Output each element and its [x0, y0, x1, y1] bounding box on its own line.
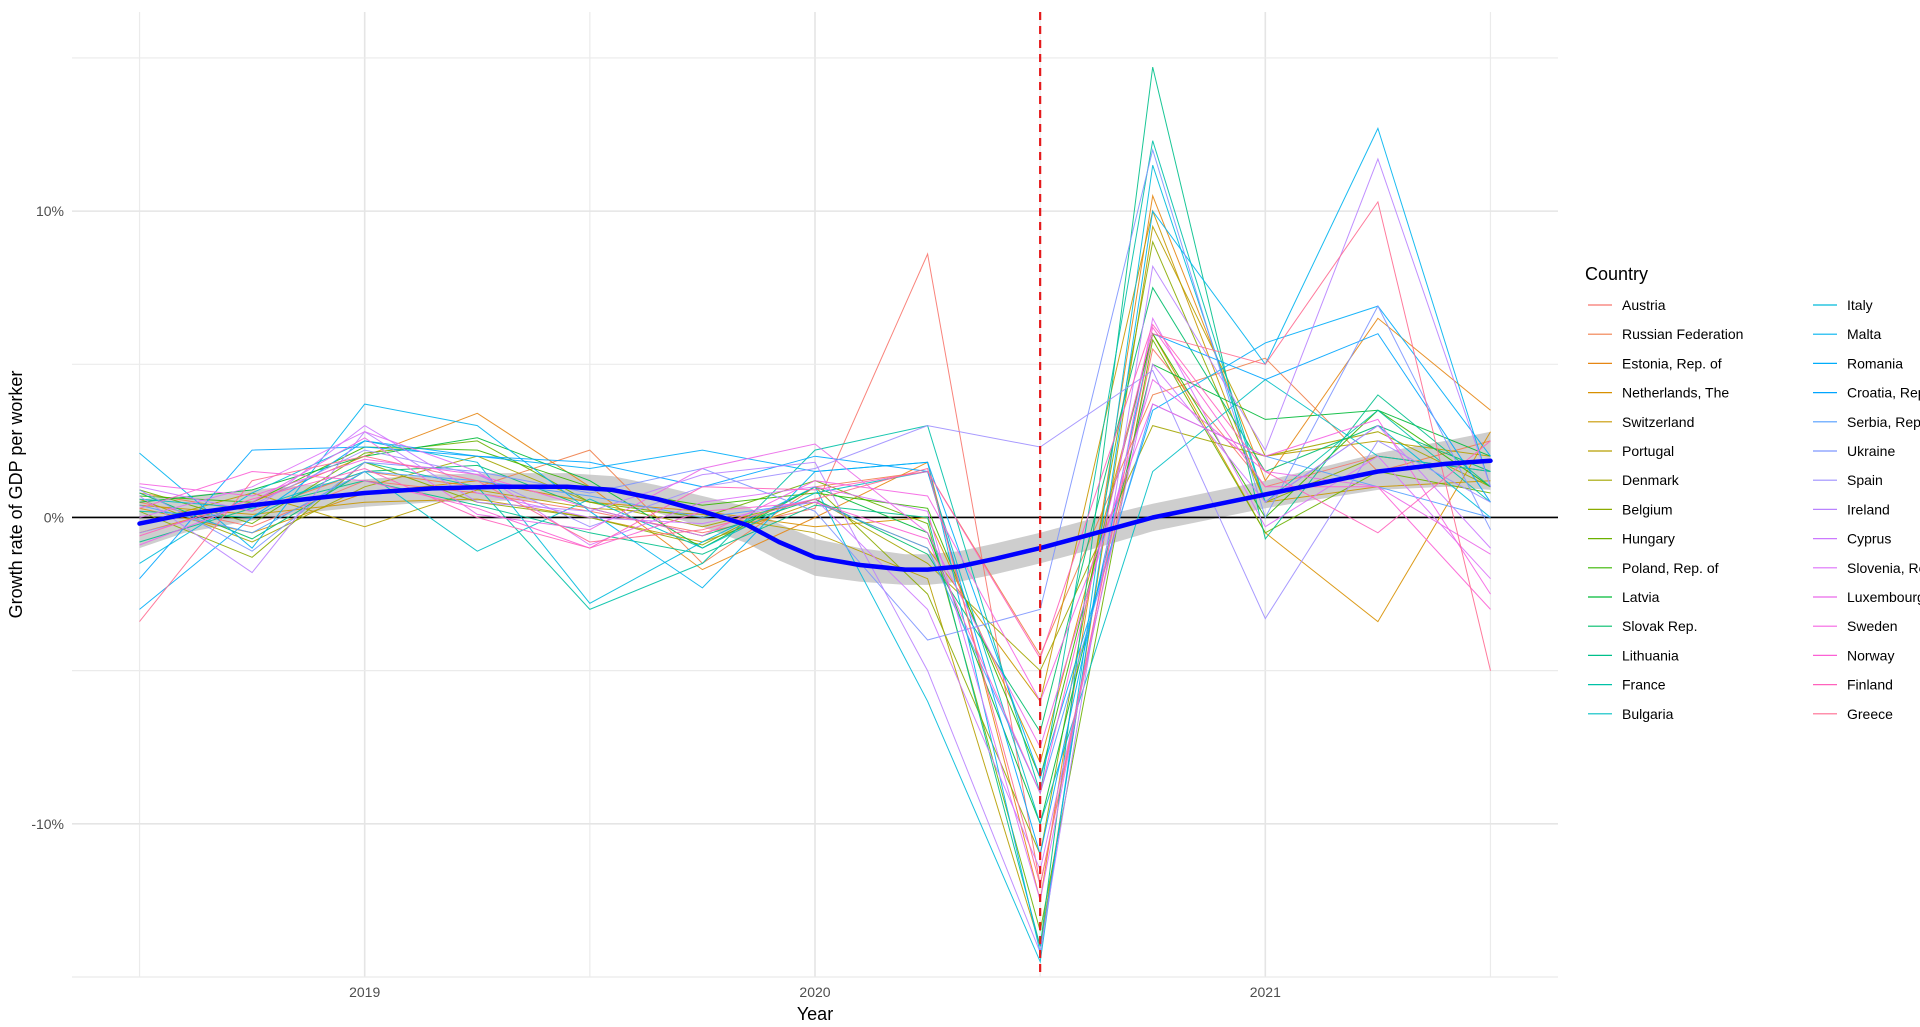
- legend-item: Bulgaria: [1588, 706, 1674, 722]
- y-axis-title: Growth rate of GDP per worker: [6, 371, 26, 619]
- legend-item: Denmark: [1588, 472, 1680, 488]
- legend-item: Switzerland: [1588, 414, 1694, 430]
- legend-label: Belgium: [1622, 501, 1673, 517]
- series-line: [139, 305, 1491, 780]
- legend-label: Greece: [1847, 706, 1893, 722]
- legend-item: France: [1588, 677, 1666, 693]
- legend-item: Estonia, Rep. of: [1588, 355, 1722, 371]
- legend-item: Serbia, Rep. of: [1813, 414, 1920, 430]
- x-tick-label: 2021: [1250, 984, 1281, 1000]
- legend-label: Russian Federation: [1622, 326, 1743, 342]
- legend-label: Norway: [1847, 647, 1894, 663]
- series-line: [139, 403, 1491, 703]
- y-tick-label: -10%: [31, 816, 64, 832]
- series-line: [139, 326, 1491, 795]
- legend-item: Latvia: [1588, 589, 1660, 605]
- legend-item: Luxembourg: [1813, 589, 1920, 605]
- confidence-band: [139, 431, 1491, 585]
- x-tick-label: 2020: [799, 984, 830, 1000]
- legend-item: Romania: [1813, 355, 1903, 371]
- legend: Country Austria Russian Federation Estonia…: [1585, 264, 1920, 722]
- legend-label: Hungary: [1622, 531, 1675, 547]
- legend-item: Austria: [1588, 297, 1666, 313]
- legend-item: Italy: [1813, 297, 1873, 313]
- legend-item: Slovak Rep.: [1588, 618, 1697, 634]
- x-axis-ticks: 2019 2020 2021: [349, 984, 1281, 1000]
- x-axis-title: Year: [797, 1004, 833, 1024]
- legend-label: Bulgaria: [1622, 706, 1674, 722]
- legend-label: Denmark: [1622, 472, 1680, 488]
- series-line: [139, 316, 1491, 901]
- legend-item: Netherlands, The: [1588, 385, 1729, 401]
- series-line: [139, 200, 1491, 886]
- legend-item: Finland: [1813, 677, 1893, 693]
- legend-label: Spain: [1847, 472, 1883, 488]
- confidence-band-area: [139, 431, 1491, 585]
- legend-item: Slovenia, Rep. of: [1813, 560, 1920, 576]
- legend-item: Portugal: [1588, 443, 1674, 459]
- legend-label: Latvia: [1622, 589, 1660, 605]
- legend-item: Cyprus: [1813, 531, 1891, 547]
- legend-label: Portugal: [1622, 443, 1674, 459]
- legend-label: Croatia, Rep. of: [1847, 385, 1920, 401]
- legend-item: Sweden: [1813, 618, 1898, 634]
- legend-label: Malta: [1847, 326, 1881, 342]
- trend-line: [137, 458, 1493, 572]
- legend-item: Greece: [1813, 706, 1893, 722]
- y-tick-label: 10%: [36, 203, 64, 219]
- legend-item: Ukraine: [1813, 443, 1895, 459]
- legend-label: Poland, Rep. of: [1622, 560, 1719, 576]
- legend-item: Lithuania: [1588, 647, 1679, 663]
- legend-label: France: [1622, 677, 1666, 693]
- country-series: [139, 66, 1491, 964]
- legend-item: Ireland: [1813, 501, 1890, 517]
- legend-label: Estonia, Rep. of: [1622, 355, 1722, 371]
- legend-label: Netherlands, The: [1622, 385, 1729, 401]
- series-line: [139, 323, 1491, 660]
- legend-item: Norway: [1813, 647, 1894, 663]
- legend-item: Belgium: [1588, 501, 1673, 517]
- legend-label: Slovenia, Rep. of: [1847, 560, 1920, 576]
- y-axis-ticks: -10% 0% 10%: [31, 203, 64, 832]
- legend-label: Austria: [1622, 297, 1666, 313]
- legend-label: Cyprus: [1847, 531, 1891, 547]
- legend-item: Malta: [1813, 326, 1881, 342]
- legend-label: Luxembourg: [1847, 589, 1920, 605]
- legend-item: Hungary: [1588, 531, 1675, 547]
- x-tick-label: 2019: [349, 984, 380, 1000]
- legend-label: Slovak Rep.: [1622, 618, 1697, 634]
- legend-label: Ukraine: [1847, 443, 1895, 459]
- legend-label: Serbia, Rep. of: [1847, 414, 1920, 430]
- legend-item: Spain: [1813, 472, 1883, 488]
- legend-item: Poland, Rep. of: [1588, 560, 1719, 576]
- legend-item: Russian Federation: [1588, 326, 1743, 342]
- series-line: [139, 369, 1491, 620]
- series-line: [139, 333, 1491, 855]
- legend-label: Switzerland: [1622, 414, 1694, 430]
- legend-title: Country: [1585, 264, 1648, 284]
- legend-label: Finland: [1847, 677, 1893, 693]
- legend-label: Ireland: [1847, 501, 1890, 517]
- series-line: [139, 148, 1491, 641]
- legend-label: Sweden: [1847, 618, 1898, 634]
- legend-items: Austria Russian Federation Estonia, Rep. o…: [1588, 297, 1920, 722]
- legend-label: Lithuania: [1622, 647, 1679, 663]
- legend-label: Italy: [1847, 297, 1873, 313]
- y-tick-label: 0%: [44, 509, 64, 525]
- legend-label: Romania: [1847, 355, 1903, 371]
- legend-item: Croatia, Rep. of: [1813, 385, 1920, 401]
